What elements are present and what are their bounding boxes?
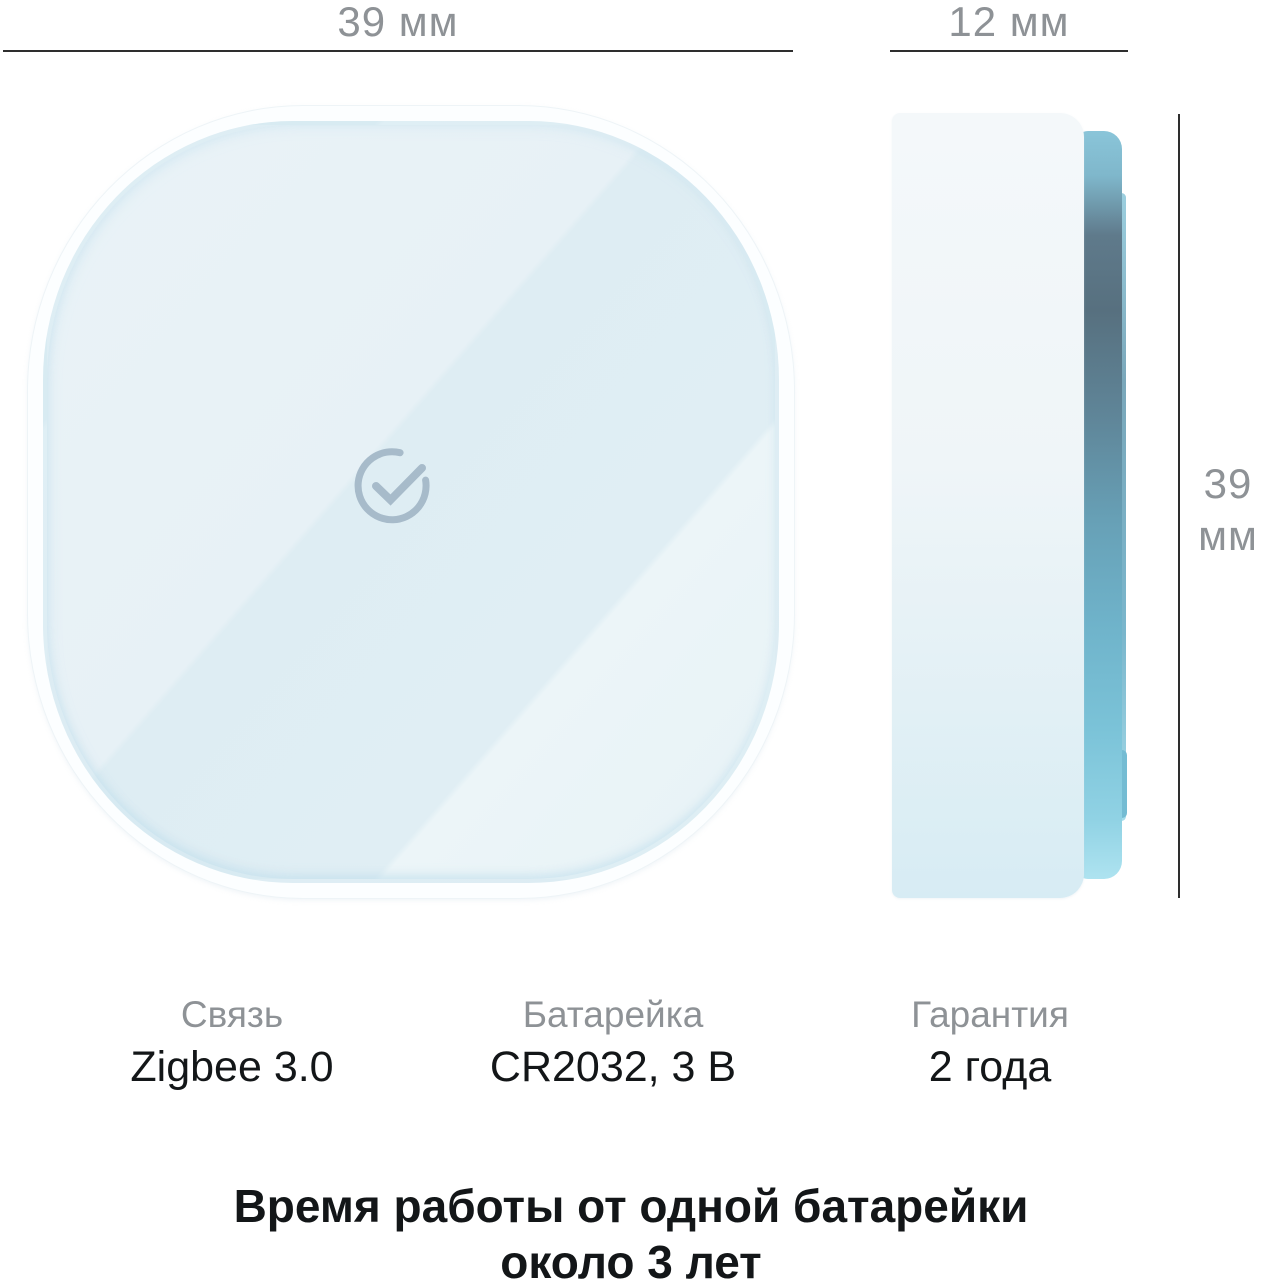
spec-warranty: Гарантия 2 года	[830, 993, 1150, 1092]
device-side-body	[892, 113, 1084, 898]
device-front-face	[43, 121, 779, 883]
battery-life-note-line1: Время работы от одной батарейки	[233, 1180, 1029, 1232]
spec-warranty-value: 2 года	[928, 1043, 1052, 1091]
side-depth-label: 12 мм	[948, 0, 1070, 45]
spec-warranty-label: Гарантия	[911, 994, 1069, 1035]
battery-life-note: Время работы от одной батарейки около 3 …	[0, 1178, 1262, 1280]
spec-communication-value: Zigbee 3.0	[130, 1043, 334, 1091]
side-height-unit: мм	[1198, 512, 1258, 559]
side-depth-line	[890, 50, 1128, 52]
side-height-value: 39	[1203, 460, 1253, 507]
device-front-view	[27, 105, 795, 899]
front-width-label: 39 мм	[337, 0, 459, 45]
spec-battery: Батарейка CR2032, 3 В	[453, 993, 773, 1092]
sber-logo-icon	[354, 448, 430, 524]
front-width-line	[3, 50, 793, 52]
device-side-mount-bump	[1120, 750, 1127, 818]
side-height-line	[1178, 114, 1180, 898]
spec-battery-value: CR2032, 3 В	[489, 1043, 737, 1091]
side-height-label: 39 мм	[1193, 458, 1262, 562]
spec-battery-label: Батарейка	[522, 994, 704, 1035]
spec-communication-label: Связь	[180, 994, 284, 1035]
spec-communication: Связь Zigbee 3.0	[72, 993, 392, 1092]
battery-life-note-line2: около 3 лет	[500, 1236, 762, 1280]
